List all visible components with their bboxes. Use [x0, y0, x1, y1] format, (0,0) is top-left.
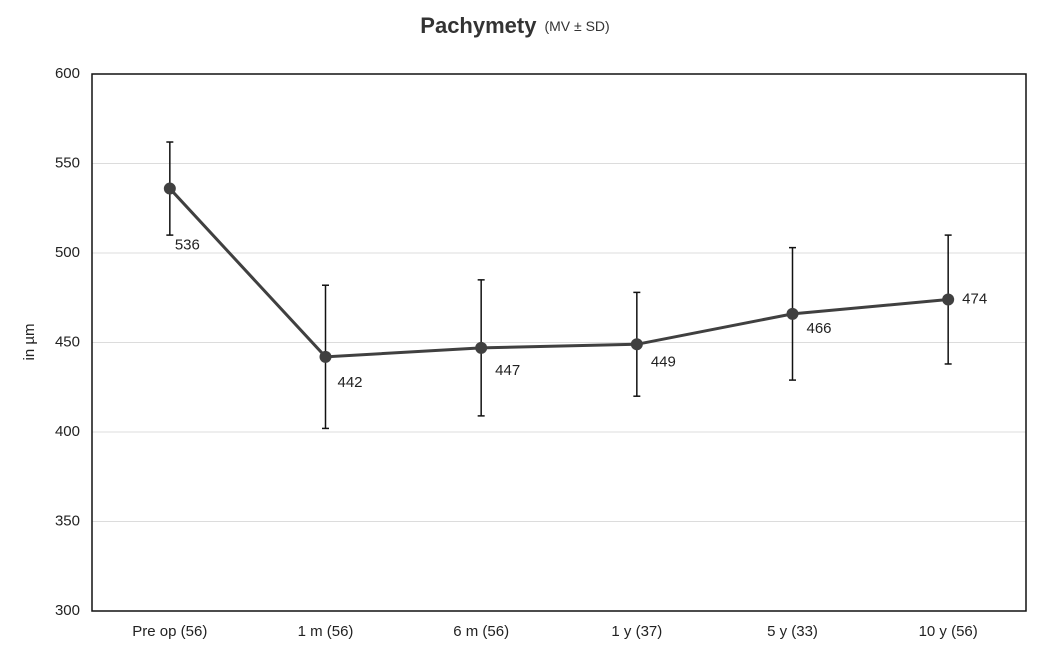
y-axis-label: in µm: [21, 324, 38, 361]
data-point: [163, 182, 176, 195]
x-tick-label: 6 m (56): [453, 623, 509, 640]
y-tick-label: 550: [55, 154, 80, 171]
y-tick-label: 500: [55, 244, 80, 261]
x-tick-label: Pre op (56): [132, 623, 207, 640]
x-tick-label: 5 y (33): [767, 623, 818, 640]
plot-border: [91, 73, 1027, 612]
y-tick-label: 400: [55, 423, 80, 440]
x-tick-label: 1 y (37): [611, 623, 662, 640]
data-point: [319, 350, 332, 363]
data-point: [786, 307, 799, 320]
data-label: 474: [962, 291, 987, 308]
data-label: 536: [175, 237, 200, 254]
chart-title: Pachymety: [420, 13, 537, 38]
x-tick-label: 1 m (56): [298, 623, 354, 640]
x-tick-label: 10 y (56): [919, 623, 978, 640]
y-tick-label: 600: [55, 65, 80, 82]
data-label: 442: [338, 374, 363, 391]
chart-subtitle: (MV ± SD): [544, 18, 609, 34]
y-tick-label: 450: [55, 333, 80, 350]
y-tick-label: 300: [55, 602, 80, 619]
data-line: [168, 187, 949, 359]
data-label: 449: [651, 353, 676, 370]
data-point: [630, 338, 643, 351]
data-point: [942, 293, 955, 306]
data-label: 466: [807, 320, 832, 337]
data-point: [475, 341, 488, 354]
y-tick-label: 350: [55, 512, 80, 529]
chart-title-group: Pachymety (MV ± SD): [420, 13, 609, 38]
data-label: 447: [495, 362, 520, 379]
